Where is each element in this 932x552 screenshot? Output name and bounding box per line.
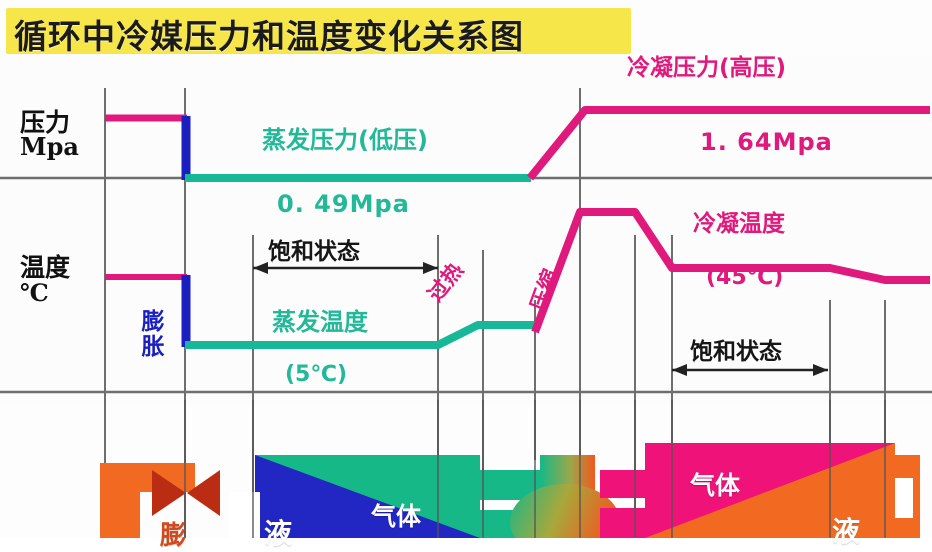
- cycle-diagram-graphic: [100, 400, 920, 538]
- evaporator-liquid-wedge: [255, 455, 480, 538]
- pressure-curve: [105, 106, 930, 182]
- cycle-gas-high-label: 气体: [690, 471, 741, 500]
- condensing-temperature-line: [531, 208, 930, 334]
- pressure-label-line2: Mpa: [20, 132, 79, 162]
- expansion-valve-left-triangle: [152, 470, 186, 516]
- temperature-label-line2: ℃: [20, 278, 49, 308]
- cycle-expansion-valve-label: 膨: [160, 521, 187, 551]
- condenser-liquid-wedge: [645, 443, 895, 538]
- condensing-pressure-value: 1. 64Mpa: [700, 128, 833, 156]
- y-axis-pressure-label: 压力 Mpa: [20, 108, 79, 162]
- saturated-state-marker-low: [253, 262, 438, 274]
- saturated-state-label-high: 饱和状态: [690, 338, 782, 365]
- temperature-label-line1: 温度: [20, 253, 71, 282]
- saturated-state-label-low: 饱和状态: [268, 238, 360, 265]
- expansion-char-1: 膨: [141, 308, 165, 335]
- evaporating-temperature-line: [185, 321, 537, 349]
- pressure-label-line1: 压力: [20, 108, 71, 137]
- condensing-temperature-label: 冷凝温度: [693, 211, 785, 237]
- condensing-pressure-label: 冷凝压力(高压): [627, 55, 787, 81]
- temperature-curve: [105, 208, 930, 349]
- refrigeration-cycle-chart: [0, 56, 932, 538]
- compressor-shell: [510, 484, 620, 538]
- y-axis-temperature-label: 温度 ℃: [20, 253, 71, 308]
- expansion-valve-right-triangle: [187, 470, 220, 516]
- cycle-gap-left: [230, 492, 260, 538]
- cycle-liquid-low-label: 液: [264, 517, 293, 550]
- cycle-gas-low-label: 气体: [371, 502, 422, 531]
- condensing-pressure-line: [526, 106, 930, 181]
- chart-title: 循环中冷媒压力和温度变化关系图: [6, 6, 631, 56]
- cycle-pipe-left-orange: [100, 463, 195, 538]
- condensing-temperature-value: (45℃): [706, 265, 784, 290]
- plot-background: [0, 56, 932, 406]
- cycle-liquid-high-label: 液: [832, 515, 861, 548]
- evaporating-pressure-value: 0. 49Mpa: [277, 190, 410, 218]
- evaporating-temperature-value: (5℃): [285, 362, 348, 387]
- saturated-state-marker-high: [672, 364, 828, 376]
- title-highlight: [6, 8, 631, 54]
- cycle-gap-right: [895, 478, 913, 518]
- diagram-canvas: 循环中冷媒压力和温度变化关系图 压力 Mpa 温度 ℃ 蒸发压力(低压) 0. …: [0, 6, 932, 551]
- expansion-label: 膨 胀: [140, 308, 166, 360]
- evaporating-temperature-label: 蒸发温度: [272, 308, 368, 336]
- expansion-char-2: 胀: [141, 332, 165, 360]
- evaporating-pressure-label: 蒸发压力(低压): [262, 126, 428, 154]
- title-text: 循环中冷媒压力和温度变化关系图: [14, 17, 524, 56]
